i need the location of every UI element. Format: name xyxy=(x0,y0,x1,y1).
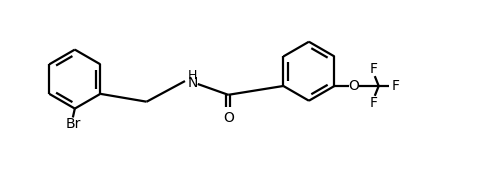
Text: H: H xyxy=(188,69,198,82)
Text: N: N xyxy=(187,76,198,90)
Text: O: O xyxy=(223,111,234,125)
Text: F: F xyxy=(370,96,378,110)
Text: F: F xyxy=(370,62,378,76)
Text: O: O xyxy=(349,79,359,93)
Text: Br: Br xyxy=(65,117,80,131)
Text: F: F xyxy=(392,79,399,93)
